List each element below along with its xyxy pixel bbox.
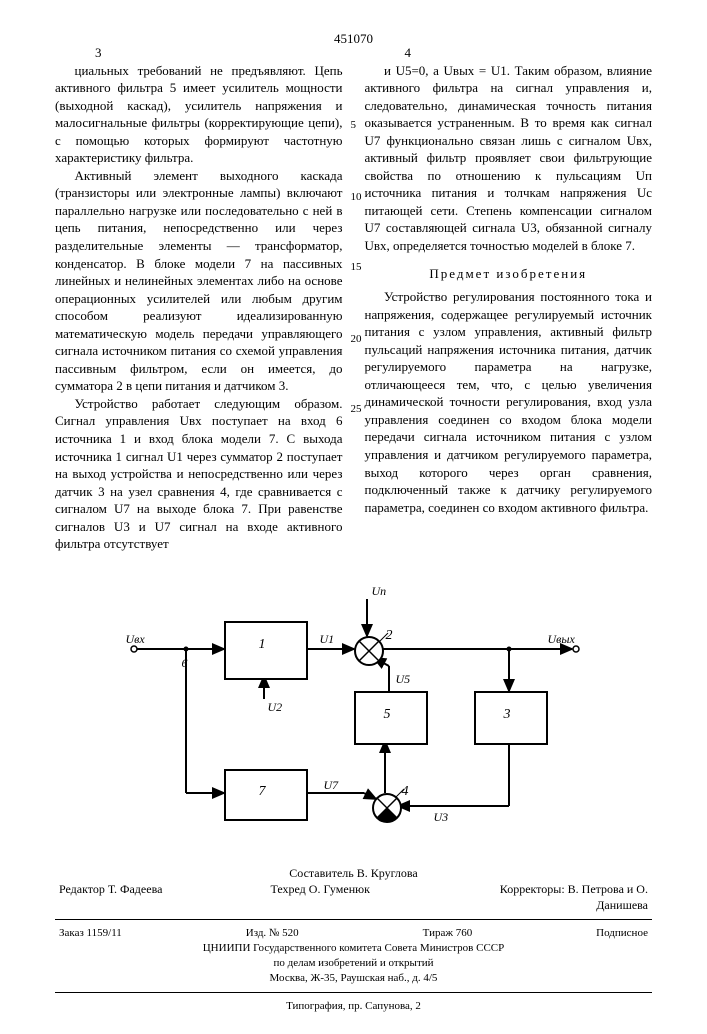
typography: Типография, пр. Сапунова, 2 (55, 999, 652, 1014)
left-p3: Устройство работает следующим образом. С… (55, 395, 343, 553)
right-p1: и U5=0, а Uвых = U1. Таким образом, влия… (365, 62, 653, 255)
org-line-2: по делам изобретений и открытий (55, 956, 652, 971)
patent-number: 451070 (55, 30, 652, 48)
right-p2: Устройство регулирования постоянного ток… (365, 288, 653, 516)
techred: Техред О. Гуменюк (270, 881, 369, 913)
tirazh: Тираж 760 (423, 926, 473, 941)
line-num: 25 (351, 402, 362, 417)
imprint-footer: Составитель В. Круглова Редактор Т. Фаде… (55, 865, 652, 1014)
line-num: 5 (351, 118, 357, 133)
left-p1: циальных требований не предъявляют. Цепь… (55, 62, 343, 167)
page-num-right: 4 (405, 44, 412, 62)
page-num-left: 3 (95, 44, 102, 62)
address: Москва, Ж-35, Раушская наб., д. 4/5 (55, 971, 652, 986)
text-columns: 3 циальных требований не предъявляют. Це… (55, 62, 652, 553)
line-num: 15 (351, 260, 362, 275)
editor: Редактор Т. Фадеева (59, 881, 162, 913)
izd-no: Изд. № 520 (246, 926, 299, 941)
compiled-by: Составитель В. Круглова (55, 865, 652, 881)
invention-subject-title: Предмет изобретения (365, 265, 653, 283)
left-column: 3 циальных требований не предъявляют. Це… (55, 62, 343, 553)
line-num: 20 (351, 332, 362, 347)
org-line-1: ЦНИИПИ Государственного комитета Совета … (55, 941, 652, 956)
podpis: Подписное (596, 926, 648, 941)
right-column: 4 5 10 15 20 25 и U5=0, а Uвых = U1. Так… (365, 62, 653, 553)
block-diagram: 1 2 3 4 5 7 6 Uвх Uп Uвых U1 U2 U3 U5 U7 (124, 581, 584, 841)
correctors: Корректоры: В. Петрова и О. Данишева (478, 881, 648, 913)
line-num: 10 (351, 190, 362, 205)
order-no: Заказ 1159/11 (59, 926, 122, 941)
left-p2: Активный элемент выходного каскада (тран… (55, 167, 343, 395)
